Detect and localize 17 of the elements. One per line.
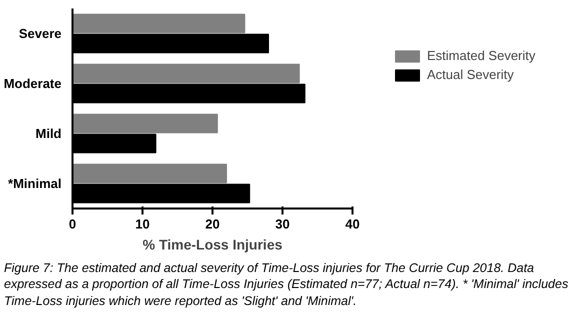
y-tick-label: Moderate [4, 76, 62, 91]
y-tick-label: *Minimal [8, 176, 62, 191]
bar [72, 14, 246, 34]
legend-label: Actual Severity [427, 67, 514, 82]
bar [72, 114, 218, 134]
bar [72, 64, 300, 84]
x-tick-label: 10 [135, 216, 150, 232]
caption: Figure 7: The estimated and actual severity of Time-Loss injuries for The Currie Cup 2018. Data expressed as a proportion of all Time-Loss Injuries (Estimated n=77; Actual n=74). * 'Minimal' includes Time-Loss injuries which were reported as 'Slight' and 'Minimal'. [4, 260, 570, 309]
y-tick-label: Severe [18, 26, 62, 41]
y-tick-label: Mild [36, 126, 62, 141]
x-tick-label: 30 [275, 216, 290, 232]
x-tick-label: 20 [205, 216, 220, 232]
x-tick-label: 40 [345, 216, 360, 232]
x-tick-label: 0 [68, 216, 76, 232]
x-axis-title: % Time-Loss Injuries [142, 236, 283, 252]
legend-label: Estimated Severity [427, 48, 536, 63]
bar [72, 164, 227, 184]
